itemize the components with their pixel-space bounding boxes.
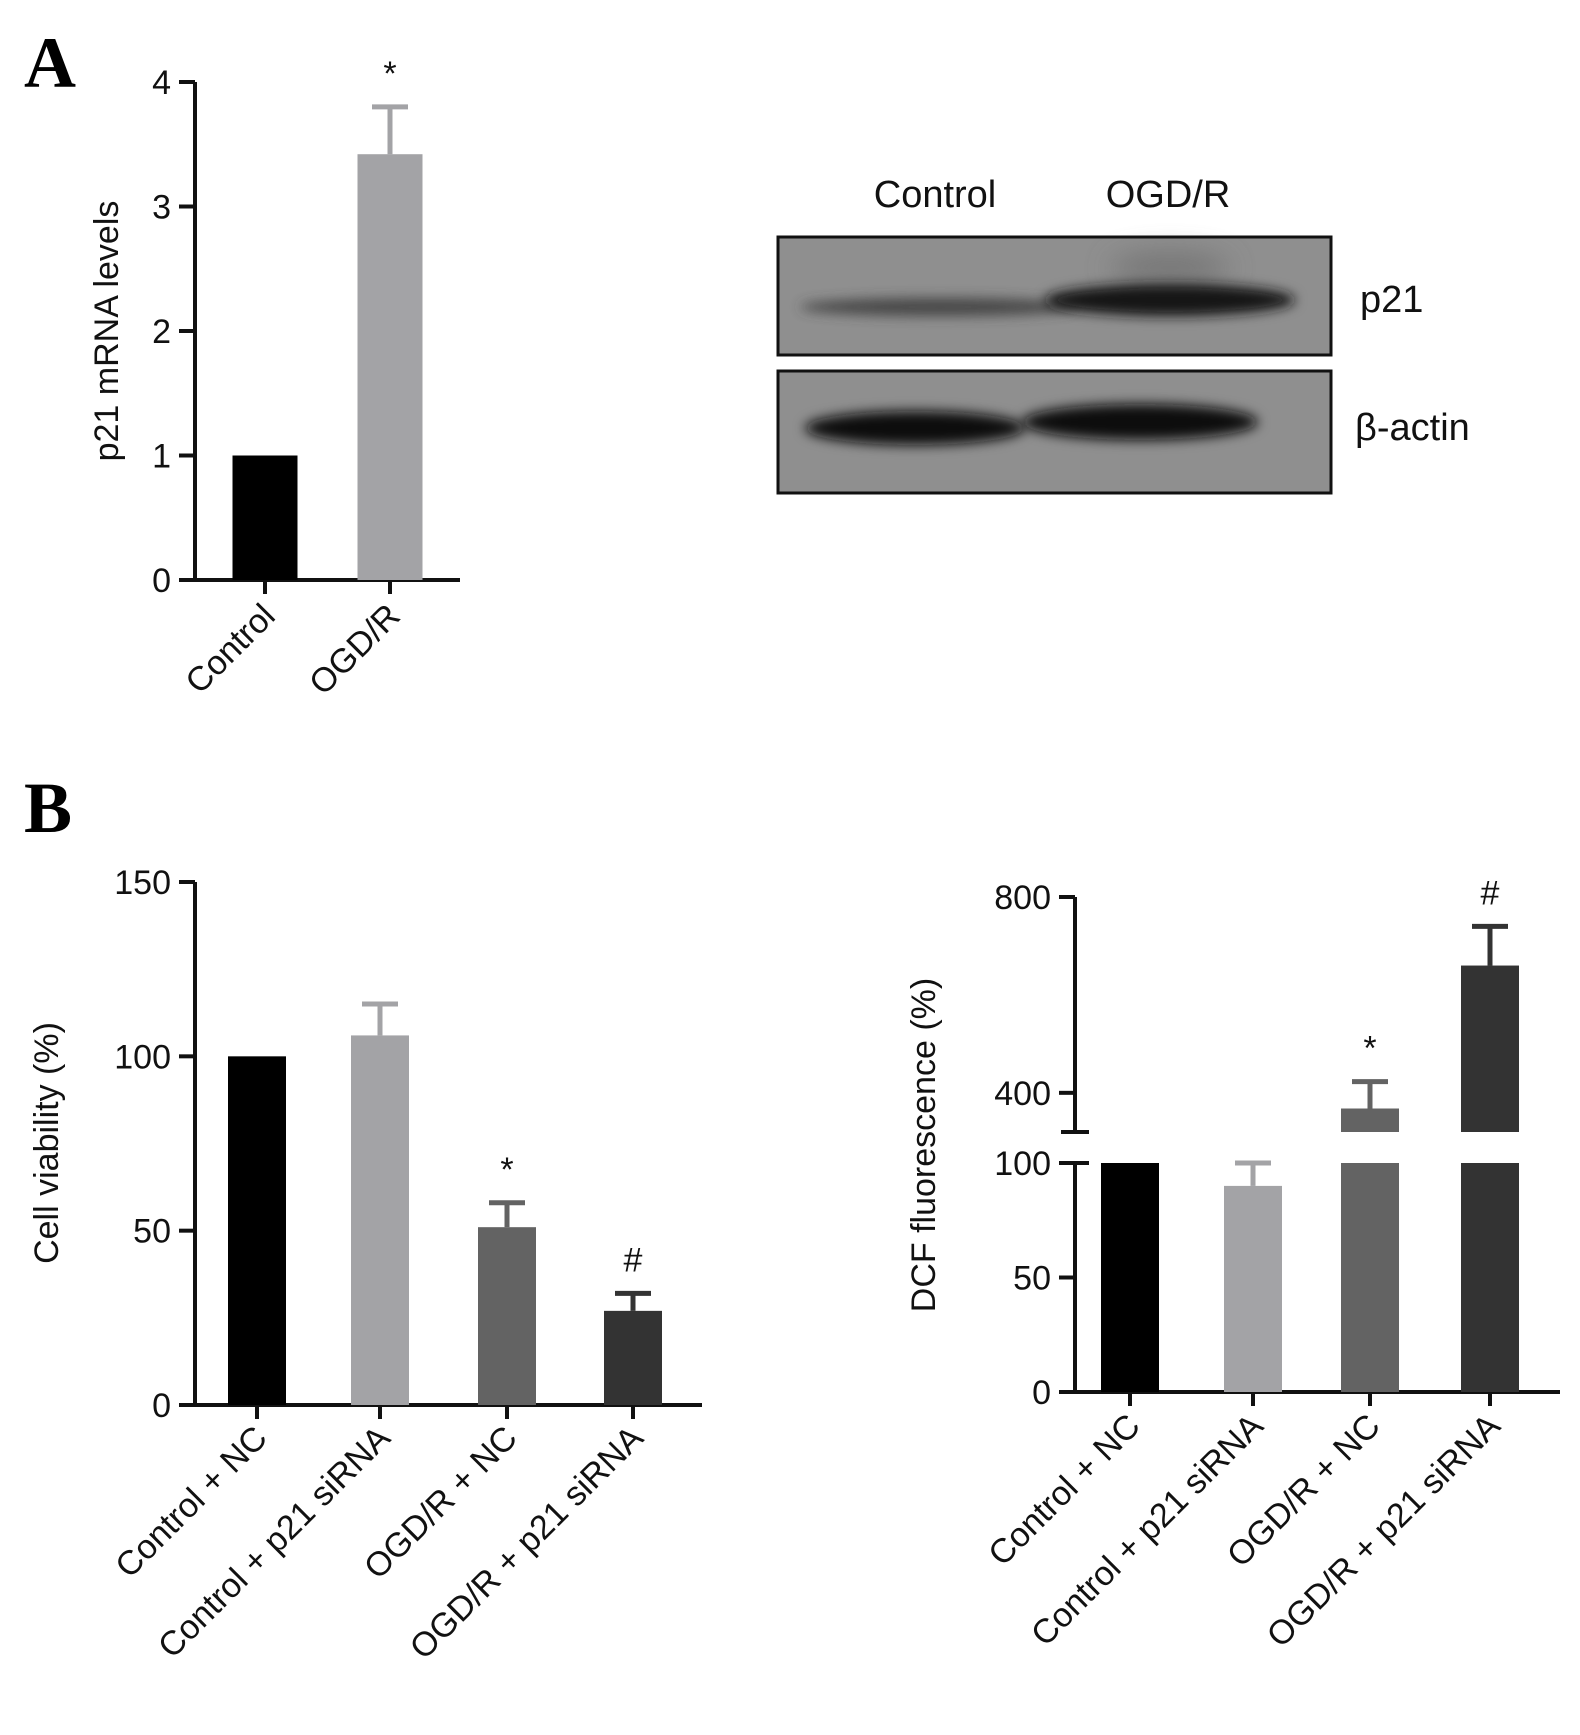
blot-band-actin-ogdr <box>1022 404 1258 440</box>
bar-control-p21-sirna <box>351 1035 409 1405</box>
y-tick-label: 0 <box>152 562 171 600</box>
y-tick-label: 0 <box>152 1387 171 1425</box>
panel-letter-a: A <box>24 23 76 103</box>
chart-p21-mrna: 0 1 2 3 4 p21 mRNA levels Control * OGD/R <box>88 55 460 703</box>
y-tick-label: 3 <box>152 189 171 227</box>
y-tick-label: 4 <box>152 64 171 102</box>
bar-control <box>232 455 298 580</box>
blot-band-p21-ogdr-smear <box>1110 254 1230 282</box>
blot-strip-actin-border <box>776 369 1333 495</box>
y-tick-label: 0 <box>1032 1374 1051 1412</box>
y-tick-label: 100 <box>994 1145 1051 1183</box>
category-label-ogd-r-p21-sirna: OGD/R + p21 siRNA <box>1260 1407 1508 1655</box>
bar-ogd-r-p21-sirna-lower <box>1461 1163 1519 1392</box>
significance-mark-ogd-r-p21-sirna: # <box>1481 874 1500 912</box>
y-tick-label: 150 <box>114 864 171 902</box>
y-tick-label: 50 <box>133 1213 171 1251</box>
category-label-control: Control <box>178 597 282 701</box>
category-label-ogd-r-p21-sirna: OGD/R + p21 siRNA <box>403 1419 651 1667</box>
significance-mark-ogd-r-nc: * <box>1363 1030 1376 1068</box>
blot-band-p21-ogdr <box>1045 284 1295 316</box>
bar-ogd-r-nc <box>478 1227 536 1405</box>
significance-mark-ogd-r-p21-sirna: # <box>624 1241 643 1279</box>
blot-band-actin-control <box>805 411 1025 445</box>
chart-dcf-fluorescence: 0 50 100 400 800 DCF fluorescence (%) Control … <box>905 874 1560 1655</box>
category-label-control-p21-sirna: Control + p21 siRNA <box>1024 1407 1271 1654</box>
y-axis-label: DCF fluorescence (%) <box>905 978 943 1312</box>
bar-ogd-r-nc <box>1341 1108 1399 1132</box>
bar-ogd-r-nc-lower <box>1341 1163 1399 1392</box>
bar-control-nc <box>228 1056 286 1405</box>
significance-mark-ogd-r-nc: * <box>500 1151 513 1189</box>
blot-row-label-actin: β-actin <box>1355 407 1470 449</box>
bar-ogd-r-p21-sirna <box>604 1310 662 1405</box>
bar-ogd-r-p21-sirna <box>1461 965 1519 1132</box>
y-tick-label: 400 <box>994 1075 1051 1113</box>
y-tick-label: 50 <box>1013 1260 1051 1298</box>
y-tick-label: 800 <box>994 879 1051 917</box>
bar-control-nc <box>1101 1163 1159 1392</box>
y-axis-label: Cell viability (%) <box>28 1022 66 1264</box>
blot-band-p21-control <box>800 298 1080 316</box>
y-tick-label: 100 <box>114 1038 171 1076</box>
blot-lane-label-control: Control <box>874 174 997 216</box>
category-label-control-p21-sirna: Control + p21 siRNA <box>151 1419 398 1666</box>
y-axis-label: p21 mRNA levels <box>88 201 126 462</box>
y-tick-label: 2 <box>152 313 171 351</box>
category-label-ogd-r: OGD/R <box>302 597 408 703</box>
bar-ogd-r <box>357 154 423 580</box>
panel-letter-b: B <box>24 768 72 848</box>
western-blot: Control OGD/R p21 β-actin <box>776 174 1470 495</box>
bar-control-p21-sirna <box>1224 1185 1282 1392</box>
blot-lane-label-ogdr: OGD/R <box>1106 174 1231 216</box>
blot-strip-p21-border <box>776 235 1333 357</box>
significance-mark-ogd-r: * <box>383 55 396 93</box>
blot-row-label-p21: p21 <box>1360 279 1423 321</box>
y-tick-label: 1 <box>152 438 171 476</box>
